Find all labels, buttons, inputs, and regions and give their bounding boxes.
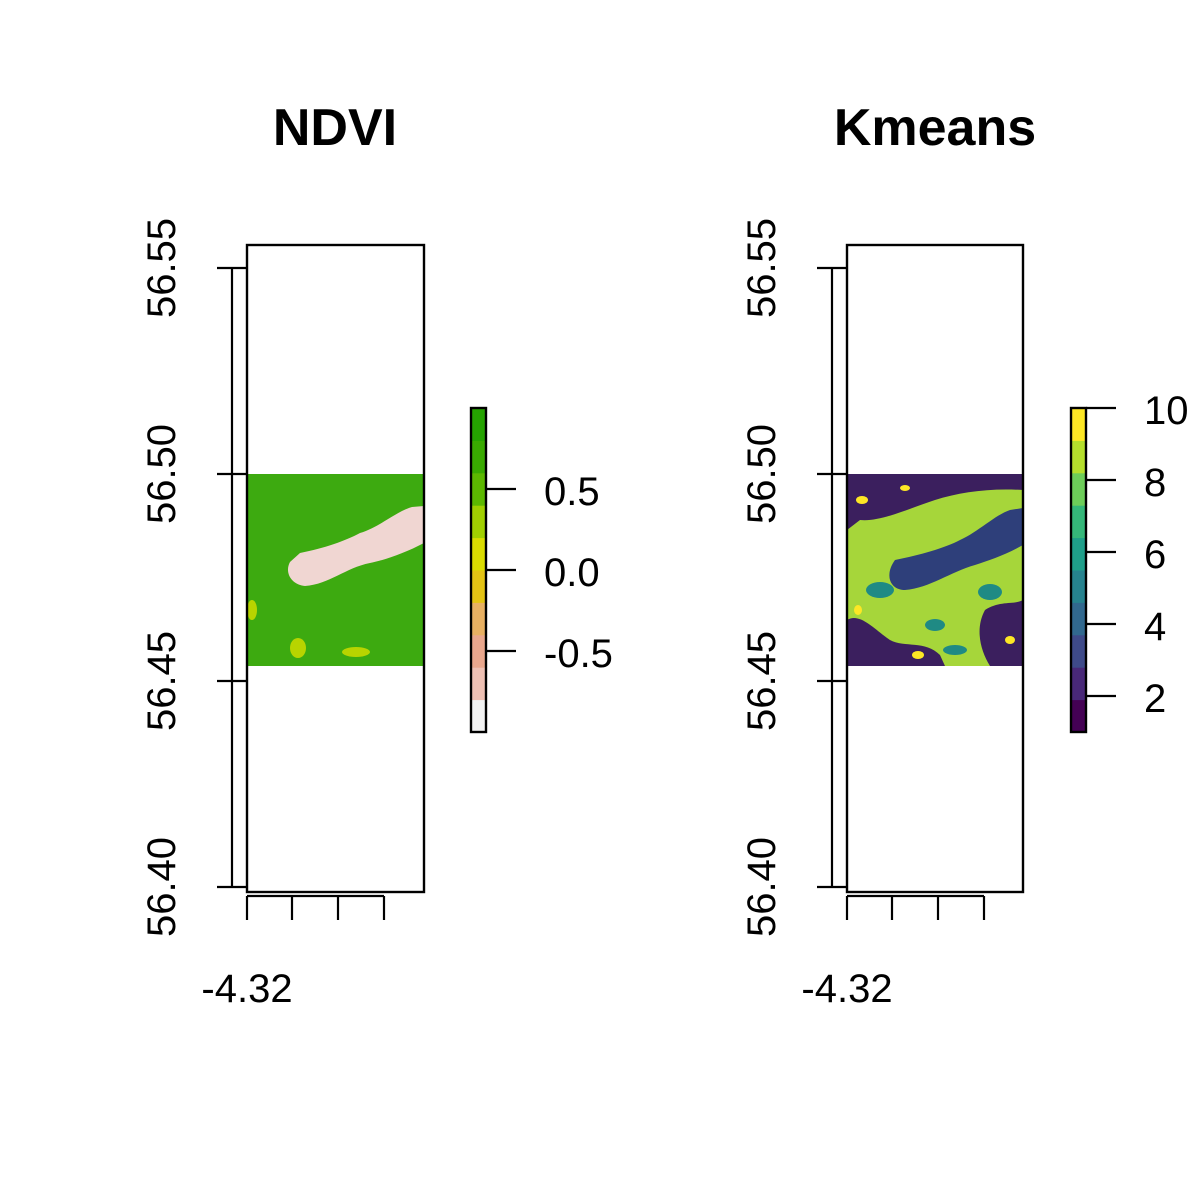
kmeans-raster <box>847 474 1023 666</box>
kmeans-legend-tick-label: 6 <box>1144 533 1166 577</box>
ndvi-bright-patch <box>247 600 257 620</box>
kmeans-legend-frame <box>1069 406 1088 734</box>
ndvi-raster <box>247 474 424 666</box>
kmeans-legend-cell <box>1071 667 1086 701</box>
ndvi-legend-tick-label: 0.0 <box>544 551 600 595</box>
kmeans-legend-tick-label: 10 <box>1144 389 1189 433</box>
kmeans-legend-cell <box>1071 602 1086 636</box>
ndvi-legend-cell <box>471 602 486 636</box>
ndvi-legend-cell <box>471 667 486 701</box>
kmeans-legend-cell <box>1071 570 1086 603</box>
kmeans-y-axis: 56.55 56.50 56.45 56.40 <box>740 218 847 937</box>
kmeans-dark-region <box>847 474 1023 530</box>
kmeans-yellow-speck <box>854 605 862 615</box>
ndvi-legend-cell <box>471 440 486 474</box>
kmeans-legend-colorbar <box>1071 408 1086 733</box>
ndvi-legend-tick-label: 0.5 <box>544 470 600 514</box>
kmeans-x-tick-label: -4.32 <box>801 967 892 1011</box>
kmeans-y-tick-label: 56.50 <box>740 424 784 524</box>
ndvi-legend: 0.5 0.0 -0.5 <box>469 406 613 734</box>
kmeans-lake <box>889 508 1023 590</box>
kmeans-legend-cell <box>1071 505 1086 539</box>
kmeans-teal-patch <box>925 619 945 631</box>
ndvi-y-tick-label: 56.50 <box>140 424 184 524</box>
ndvi-bright-patch <box>290 638 306 658</box>
ndvi-legend-tick-label: -0.5 <box>544 632 613 676</box>
kmeans-yellow-speck <box>912 651 924 659</box>
ndvi-plot-frame <box>245 243 426 894</box>
ndvi-panel: NDVI 56.55 56.50 56.45 56.40 <box>140 99 613 1011</box>
kmeans-title: Kmeans <box>834 99 1036 157</box>
ndvi-legend-cell <box>471 537 486 571</box>
kmeans-teal-patch <box>978 584 1002 600</box>
ndvi-y-tick-label: 56.55 <box>140 218 184 318</box>
kmeans-legend-cell <box>1071 537 1086 571</box>
kmeans-legend-cell <box>1071 699 1086 733</box>
ndvi-x-axis: -4.32 <box>201 894 386 1011</box>
ndvi-legend-cell <box>471 699 486 733</box>
kmeans-yellow-speck <box>856 496 868 504</box>
kmeans-legend-cell <box>1071 634 1086 668</box>
kmeans-x-axis: -4.32 <box>801 894 986 1011</box>
kmeans-legend-tick-label: 2 <box>1144 677 1166 721</box>
ndvi-legend-colorbar <box>471 408 486 733</box>
kmeans-legend-tick-label: 8 <box>1144 461 1166 505</box>
ndvi-legend-cell <box>471 570 486 603</box>
kmeans-legend-tick-label: 4 <box>1144 605 1166 649</box>
kmeans-legend-cell <box>1071 472 1086 506</box>
kmeans-yellow-speck <box>1005 636 1015 644</box>
ndvi-y-tick-label: 56.45 <box>140 631 184 731</box>
kmeans-dark-region <box>979 600 1023 666</box>
ndvi-y-tick-label: 56.40 <box>140 837 184 937</box>
kmeans-panel: Kmeans 56.55 56.50 <box>740 99 1189 1011</box>
ndvi-legend-cell <box>471 408 486 441</box>
ndvi-lake <box>287 506 424 586</box>
kmeans-legend: 10 8 6 4 2 <box>1069 389 1189 734</box>
ndvi-title: NDVI <box>273 99 397 157</box>
ndvi-legend-cell <box>471 472 486 506</box>
ndvi-legend-cell <box>471 634 486 668</box>
ndvi-legend-cell <box>471 505 486 539</box>
kmeans-y-tick-label: 56.55 <box>740 218 784 318</box>
kmeans-y-tick-label: 56.45 <box>740 631 784 731</box>
kmeans-teal-patch <box>943 645 967 655</box>
ndvi-bright-patch <box>342 647 370 657</box>
kmeans-legend-cell <box>1071 408 1086 441</box>
ndvi-y-axis: 56.55 56.50 56.45 56.40 <box>140 218 247 937</box>
ndvi-x-tick-label: -4.32 <box>201 967 292 1011</box>
kmeans-teal-patch <box>866 582 894 598</box>
kmeans-plot-frame <box>845 243 1025 894</box>
kmeans-yellow-speck <box>900 485 910 491</box>
kmeans-y-tick-label: 56.40 <box>740 837 784 937</box>
kmeans-legend-cell <box>1071 440 1086 474</box>
